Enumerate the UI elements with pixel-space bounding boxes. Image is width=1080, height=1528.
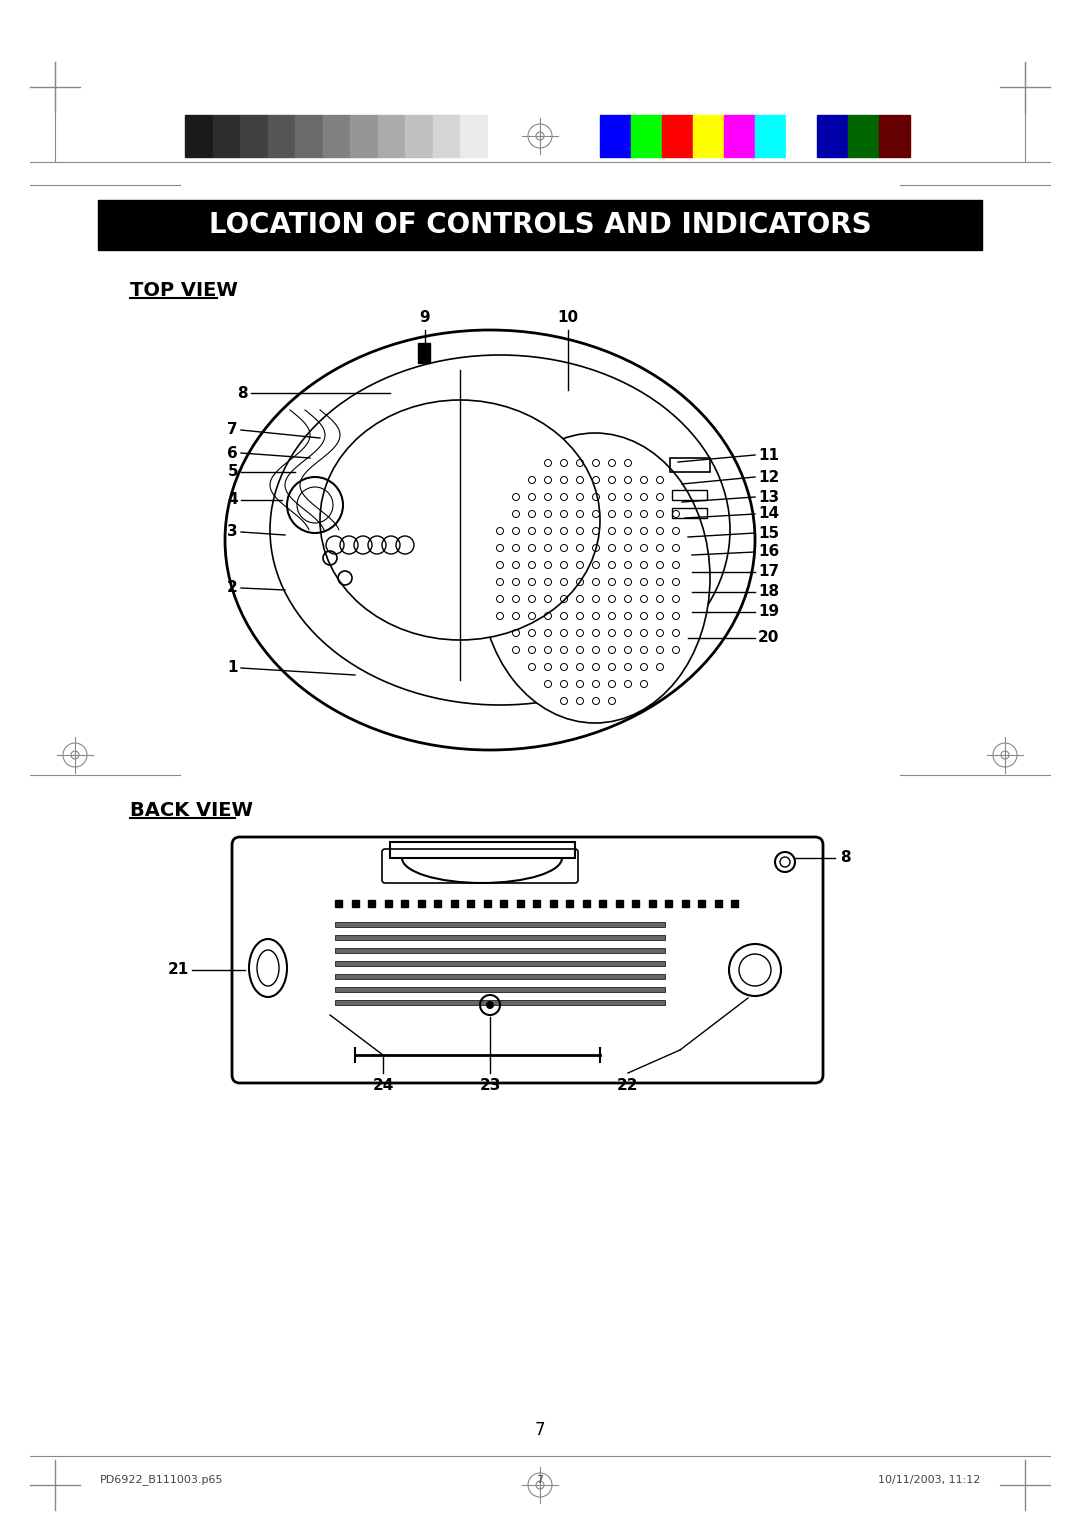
Bar xyxy=(450,900,458,908)
Bar xyxy=(405,115,432,157)
FancyBboxPatch shape xyxy=(232,837,823,1083)
Bar xyxy=(432,115,460,157)
Text: 12: 12 xyxy=(758,469,780,484)
Text: 17: 17 xyxy=(758,564,779,579)
Ellipse shape xyxy=(225,330,755,750)
Bar xyxy=(582,900,590,908)
Text: 19: 19 xyxy=(758,605,779,619)
Bar xyxy=(600,115,631,157)
Bar xyxy=(534,900,540,908)
Bar xyxy=(693,115,724,157)
Bar xyxy=(434,900,441,908)
Bar xyxy=(724,115,755,157)
Text: 22: 22 xyxy=(618,1077,638,1093)
Bar xyxy=(185,115,213,157)
Bar xyxy=(467,900,474,908)
Text: 24: 24 xyxy=(373,1077,394,1093)
Text: 15: 15 xyxy=(758,526,779,541)
Bar xyxy=(879,115,910,157)
Bar xyxy=(390,842,575,859)
Bar xyxy=(368,900,375,908)
Bar xyxy=(632,900,639,908)
Text: 8: 8 xyxy=(840,851,851,865)
Bar xyxy=(755,115,786,157)
Bar xyxy=(786,115,816,157)
Text: 7: 7 xyxy=(537,1475,543,1485)
Text: 7: 7 xyxy=(228,423,238,437)
Circle shape xyxy=(486,1001,494,1008)
Text: 13: 13 xyxy=(758,489,779,504)
Bar xyxy=(98,200,982,251)
Bar xyxy=(665,900,672,908)
Bar xyxy=(335,987,665,992)
Text: 20: 20 xyxy=(758,631,780,645)
Bar xyxy=(672,490,707,500)
Bar xyxy=(698,900,705,908)
Bar xyxy=(715,900,721,908)
Text: 21: 21 xyxy=(168,963,189,978)
Bar xyxy=(566,900,573,908)
Bar xyxy=(816,115,848,157)
Text: 3: 3 xyxy=(228,524,238,539)
Bar xyxy=(484,900,490,908)
Bar xyxy=(240,115,268,157)
Text: 16: 16 xyxy=(758,544,780,559)
Bar xyxy=(335,973,665,979)
Bar xyxy=(335,999,665,1005)
Bar xyxy=(672,507,707,518)
Bar xyxy=(662,115,693,157)
Bar xyxy=(401,900,408,908)
Text: TOP VIEW: TOP VIEW xyxy=(130,281,238,299)
Bar xyxy=(213,115,240,157)
Bar xyxy=(599,900,606,908)
Bar xyxy=(460,115,487,157)
Bar xyxy=(335,935,665,940)
Bar xyxy=(350,115,378,157)
Ellipse shape xyxy=(480,432,710,723)
Bar xyxy=(550,900,556,908)
Bar xyxy=(378,115,405,157)
Text: 10: 10 xyxy=(557,310,579,325)
Text: 7: 7 xyxy=(535,1421,545,1439)
Text: 4: 4 xyxy=(228,492,238,507)
Bar xyxy=(295,115,323,157)
Text: 5: 5 xyxy=(228,465,238,480)
Ellipse shape xyxy=(320,400,600,640)
Bar xyxy=(670,458,710,472)
Bar xyxy=(418,900,424,908)
Text: 23: 23 xyxy=(480,1077,501,1093)
Text: 6: 6 xyxy=(227,446,238,460)
Text: 2: 2 xyxy=(227,581,238,596)
Bar xyxy=(268,115,295,157)
Text: 8: 8 xyxy=(238,385,248,400)
Bar xyxy=(731,900,738,908)
Text: 14: 14 xyxy=(758,506,779,521)
Bar xyxy=(500,900,507,908)
Bar xyxy=(616,900,622,908)
Text: 1: 1 xyxy=(228,660,238,675)
Bar xyxy=(516,900,524,908)
Bar xyxy=(487,115,515,157)
Bar xyxy=(323,115,350,157)
Bar xyxy=(384,900,391,908)
Bar xyxy=(335,921,665,927)
Bar xyxy=(335,947,665,953)
Bar xyxy=(681,900,689,908)
Bar xyxy=(648,900,656,908)
Bar xyxy=(418,342,430,364)
Text: 18: 18 xyxy=(758,585,779,599)
Text: 11: 11 xyxy=(758,448,779,463)
Text: LOCATION OF CONTROLS AND INDICATORS: LOCATION OF CONTROLS AND INDICATORS xyxy=(208,211,872,238)
Text: 10/11/2003, 11:12: 10/11/2003, 11:12 xyxy=(878,1475,980,1485)
Text: BACK VIEW: BACK VIEW xyxy=(130,801,253,819)
Bar xyxy=(335,961,665,966)
Bar xyxy=(351,900,359,908)
Bar xyxy=(848,115,879,157)
Text: PD6922_B111003.p65: PD6922_B111003.p65 xyxy=(100,1475,224,1485)
Bar xyxy=(631,115,662,157)
Bar xyxy=(335,900,342,908)
Text: 9: 9 xyxy=(420,310,430,325)
